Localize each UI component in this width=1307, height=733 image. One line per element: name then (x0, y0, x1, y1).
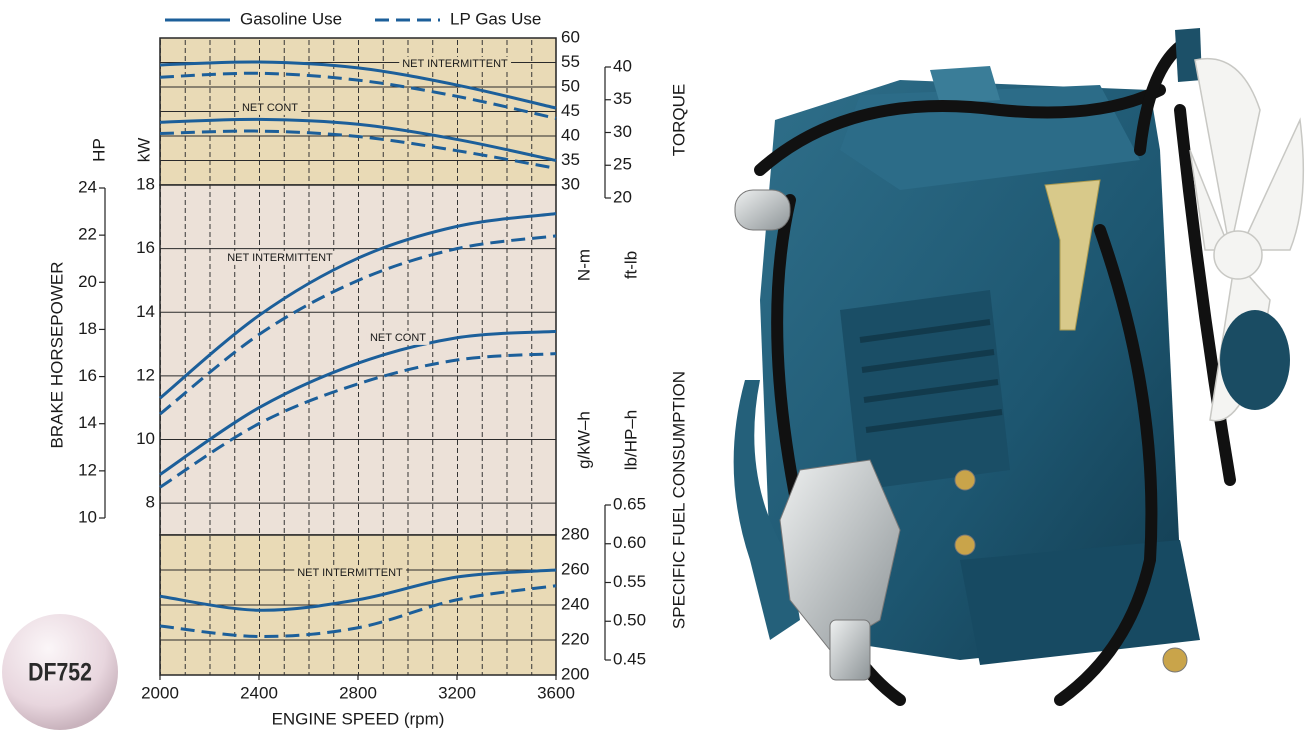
x-tick-label: 2800 (339, 683, 377, 702)
engine-photo (733, 28, 1305, 706)
curve-annotation: NET INTERMITTENT (227, 252, 333, 264)
y-tick-label: 10 (136, 429, 155, 448)
y2-tick-label: 30 (613, 122, 632, 141)
y2-tick-label: 14 (78, 413, 97, 432)
y-tick-label: 45 (561, 101, 580, 120)
series-line (159, 129, 557, 170)
y2-tick-label: 24 (78, 177, 97, 196)
y-tick-label: 260 (561, 559, 589, 578)
series-line (159, 71, 557, 120)
y-tick-label: 240 (561, 594, 589, 613)
x-axis-title: ENGINE SPEED (rpm) (272, 709, 445, 728)
badge-circle (2, 614, 118, 730)
annotation-background (399, 56, 512, 71)
y2-axis-title: lb/HP–h (621, 410, 640, 470)
y-tick-label: 200 (561, 664, 589, 683)
axis-group-title: BRAKE HORSEPOWER (47, 261, 66, 448)
y2-tick-label: 0.65 (613, 494, 646, 513)
y-tick-label: 55 (561, 52, 580, 71)
y-tick-label: 280 (561, 524, 589, 543)
y-tick-label: 220 (561, 629, 589, 648)
x-tick-label: 2000 (141, 683, 179, 702)
y-axis-title: g/kW–h (574, 411, 593, 469)
y2-tick-label: 25 (613, 155, 632, 174)
annotation-background (224, 250, 337, 265)
y-tick-label: 40 (561, 125, 580, 144)
x-tick-label: 3200 (438, 683, 476, 702)
y-tick-label: 60 (561, 27, 580, 46)
y2-tick-label: 40 (613, 56, 632, 75)
annotation-background (294, 565, 407, 580)
y-tick-label: 30 (561, 174, 580, 193)
y2-tick-label: 35 (613, 89, 632, 108)
y-tick-label: 12 (136, 365, 155, 384)
series-line (159, 584, 557, 639)
y2-tick-label: 20 (78, 272, 97, 291)
curve-annotation: NET CONT (370, 332, 426, 344)
axis-group-title: SPECIFIC FUEL CONSUMPTION (669, 371, 688, 629)
curve-annotation: NET INTERMITTENT (402, 58, 508, 70)
series-line (159, 329, 557, 476)
y2-tick-label: 0.55 (613, 572, 646, 591)
series-line (159, 568, 557, 612)
y-tick-label: 18 (136, 174, 155, 193)
y2-tick-label: 0.60 (613, 533, 646, 552)
y-tick-label: 16 (136, 238, 155, 257)
y-tick-label: 8 (146, 493, 155, 512)
curve-annotation: NET CONT (242, 102, 298, 114)
model-badge: DF752 (28, 658, 92, 686)
y2-tick-label: 0.50 (613, 611, 646, 630)
series-line (159, 60, 557, 110)
y-axis-title: kW (134, 138, 153, 163)
annotation-background (238, 100, 302, 115)
y2-tick-label: 20 (613, 187, 632, 206)
chart-content: Gasoline Use LP Gas Use 30 35 40 45 50 55 60 N-m 2… (47, 9, 688, 728)
y2-axis-title: ft-lb (621, 251, 640, 279)
legend-label: LP Gas Use (450, 9, 541, 28)
x-tick-label: 3600 (537, 683, 575, 702)
badge: DF752 (2, 614, 118, 730)
y2-tick-label: 16 (78, 366, 97, 385)
y2-tick-label: 10 (78, 507, 97, 526)
x-tick-label: 2400 (240, 683, 278, 702)
axis-group-title: TORQUE (669, 84, 688, 156)
curve-annotation: NET INTERMITTENT (297, 567, 403, 579)
series-line (159, 234, 557, 416)
y2-tick-label: 12 (78, 460, 97, 479)
y-tick-label: 14 (136, 302, 155, 321)
y-axis-title: N-m (574, 249, 593, 281)
y2-tick-label: 22 (78, 225, 97, 244)
y-tick-label: 50 (561, 76, 580, 95)
y2-axis-title: HP (89, 138, 108, 162)
annotation-background (366, 330, 430, 345)
series-line (159, 212, 557, 400)
y-tick-label: 35 (561, 150, 580, 169)
y2-tick-label: 18 (78, 319, 97, 338)
legend-label: Gasoline Use (240, 9, 342, 28)
series-line (159, 117, 557, 162)
y2-tick-label: 0.45 (613, 649, 646, 668)
